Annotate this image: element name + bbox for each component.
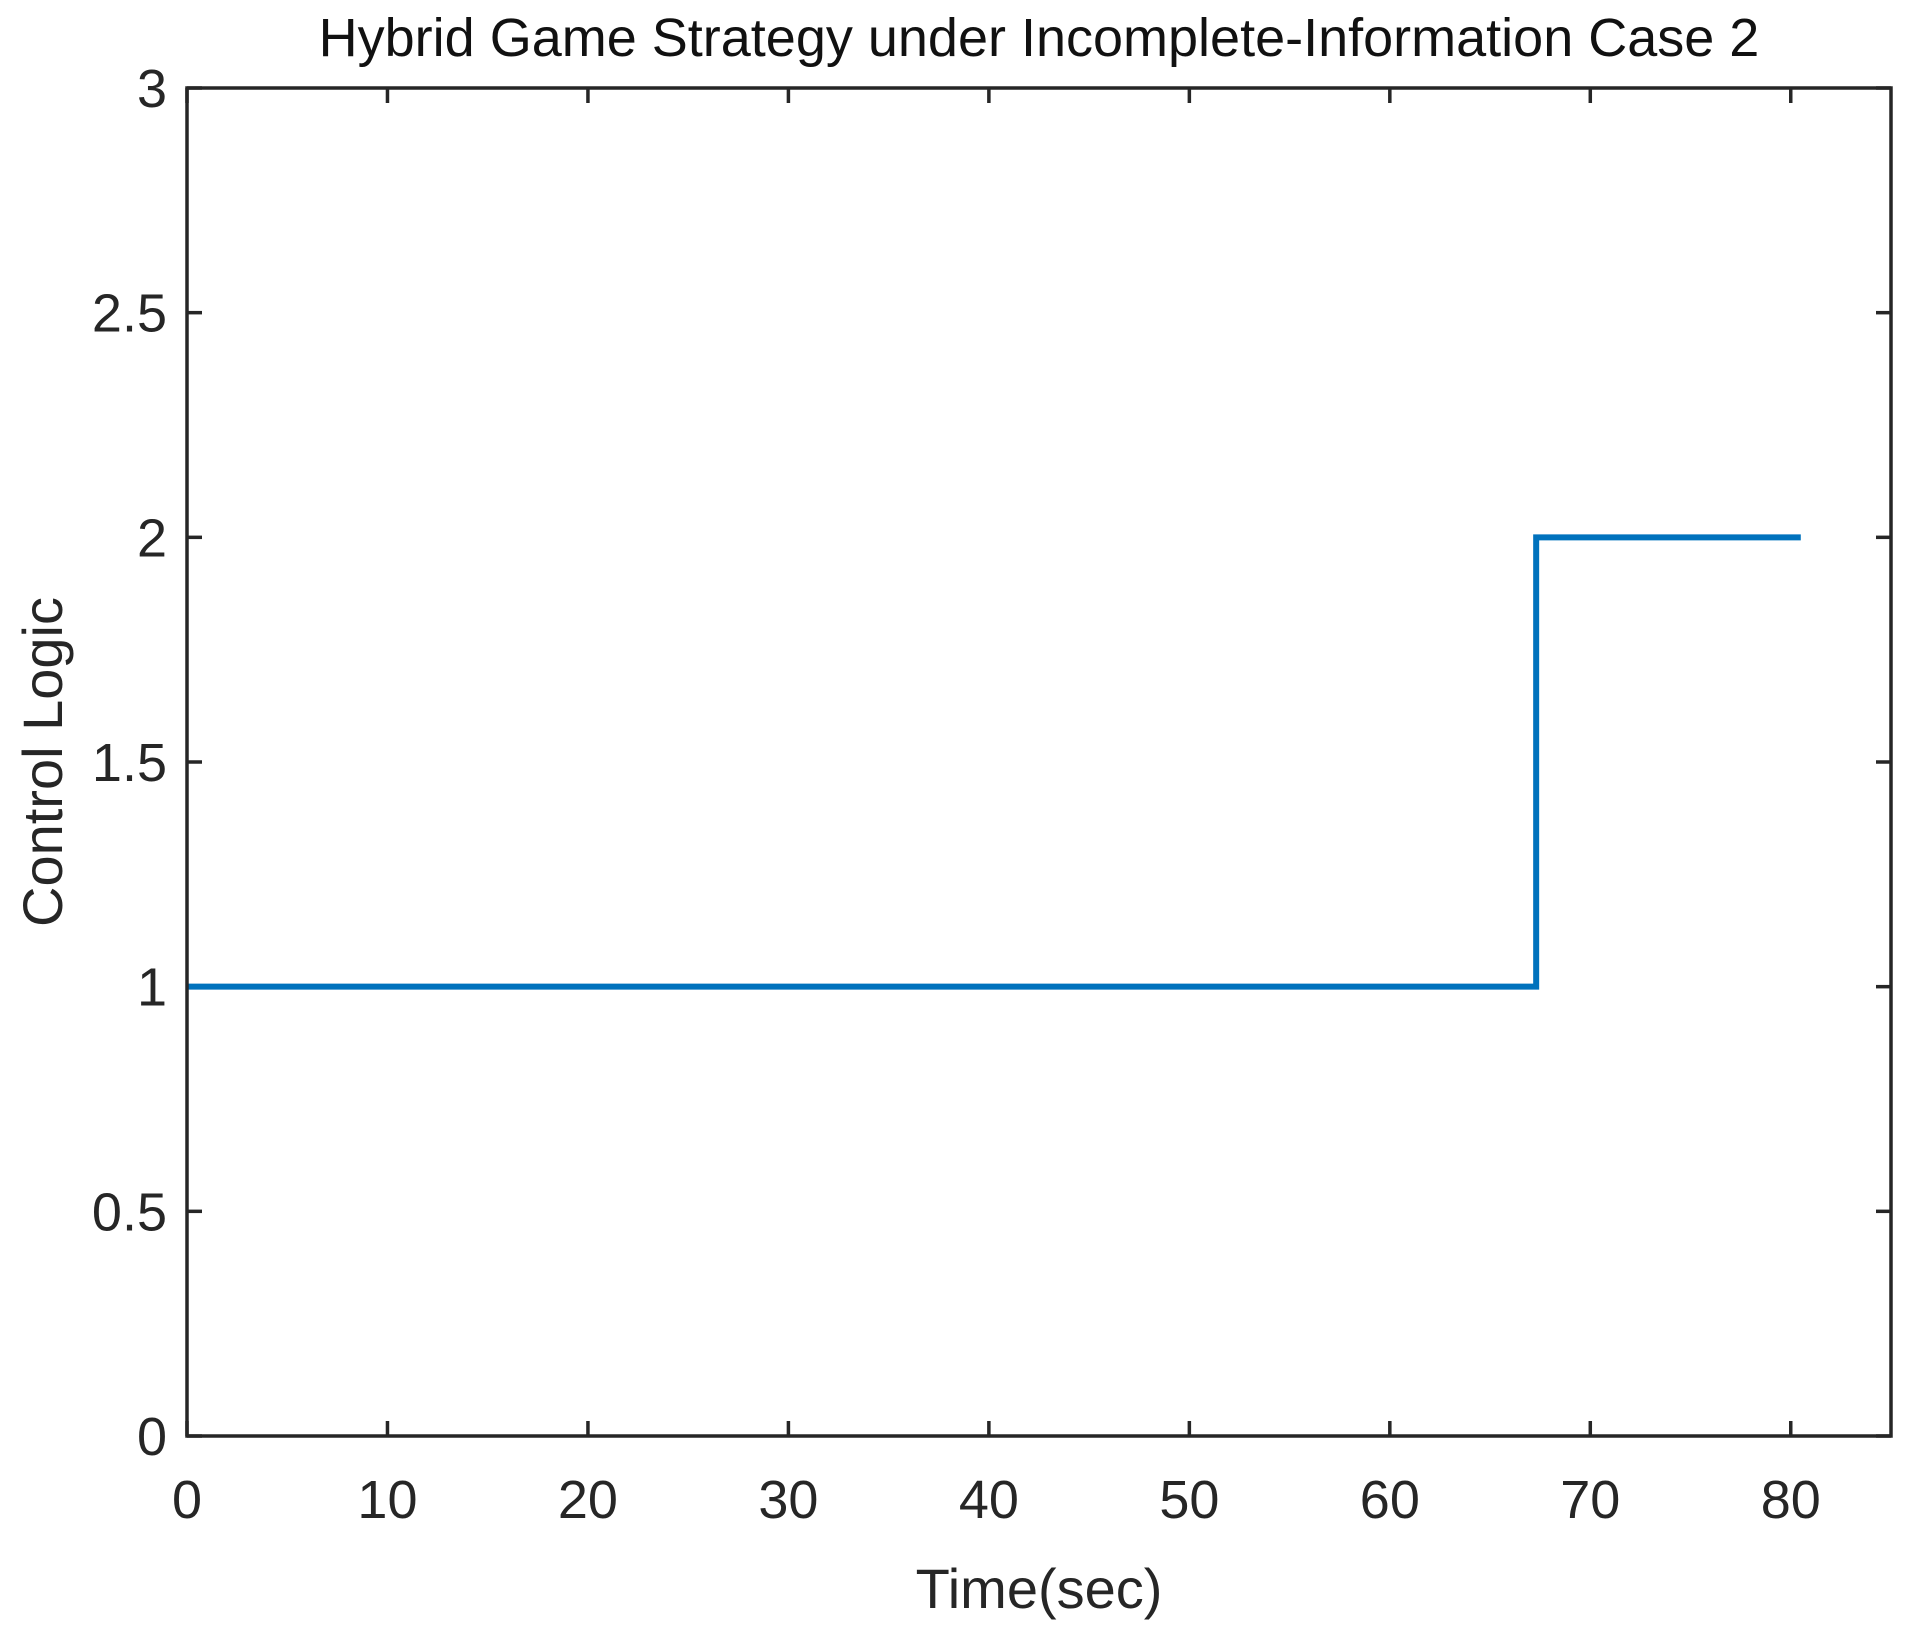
- x-tick-label: 70: [1560, 1470, 1620, 1530]
- chart-title: Hybrid Game Strategy under Incomplete-In…: [319, 8, 1760, 68]
- y-tick-label: 0.5: [92, 1182, 167, 1242]
- plot-area: 0 10 20 30 40 50 60 70 80 0 0.5 1 1.5 2 2.5 3: [92, 59, 1891, 1530]
- y-tick-label: 2.5: [92, 284, 167, 344]
- y-tick-label: 3: [137, 59, 167, 119]
- y-tick-label: 1: [137, 958, 167, 1018]
- x-tick-label: 10: [357, 1470, 417, 1530]
- x-tick-label: 50: [1159, 1470, 1219, 1530]
- plot-border: [185, 86, 1893, 1438]
- x-tick-label: 80: [1761, 1470, 1821, 1530]
- x-tick-label: 60: [1360, 1470, 1420, 1530]
- x-tick-label: 0: [172, 1470, 202, 1530]
- series-line: [187, 534, 1801, 990]
- x-tick-label: 40: [959, 1470, 1019, 1530]
- x-tick-label: 30: [758, 1470, 818, 1530]
- y-tick-label: 2: [137, 508, 167, 568]
- y-tick-label: 0: [137, 1407, 167, 1467]
- y-tick-label: 1.5: [92, 733, 167, 793]
- y-axis-label: Control Logic: [11, 597, 74, 927]
- x-axis-label: Time(sec): [916, 1557, 1163, 1620]
- x-tick-label: 20: [558, 1470, 618, 1530]
